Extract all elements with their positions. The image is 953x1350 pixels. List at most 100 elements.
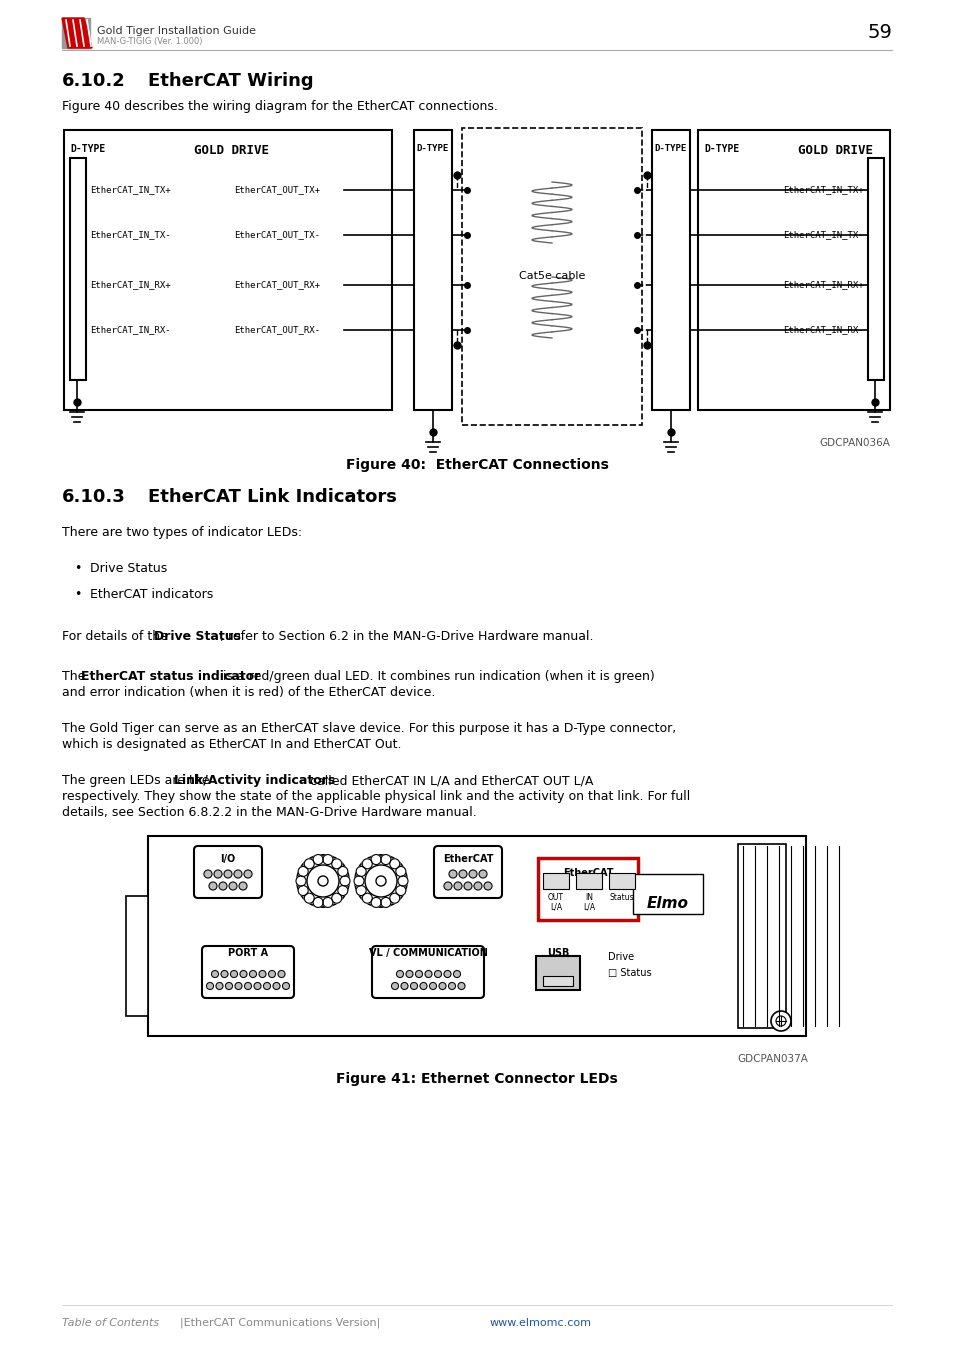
Circle shape xyxy=(253,983,261,990)
Circle shape xyxy=(449,869,456,878)
Polygon shape xyxy=(62,18,90,49)
Text: I/O: I/O xyxy=(220,855,235,864)
Bar xyxy=(867,158,883,379)
Circle shape xyxy=(380,898,391,907)
Text: EtherCAT_IN_TX-: EtherCAT_IN_TX- xyxy=(90,231,171,239)
Text: www.elmomc.com: www.elmomc.com xyxy=(490,1318,592,1328)
Circle shape xyxy=(375,876,386,886)
Bar xyxy=(542,873,568,890)
Text: EtherCAT_OUT_TX+: EtherCAT_OUT_TX+ xyxy=(233,185,319,194)
Text: EtherCAT_IN_RX-: EtherCAT_IN_RX- xyxy=(90,325,171,335)
Bar xyxy=(64,130,392,410)
Text: D-TYPE: D-TYPE xyxy=(70,144,105,154)
Text: PORT A: PORT A xyxy=(228,948,268,958)
Bar xyxy=(461,128,641,425)
Circle shape xyxy=(233,869,242,878)
Text: USB: USB xyxy=(546,948,569,958)
Bar xyxy=(698,130,889,410)
Text: D-TYPE: D-TYPE xyxy=(416,144,448,153)
Text: Elmo: Elmo xyxy=(646,896,688,911)
Circle shape xyxy=(483,882,492,890)
Text: respectively. They show the state of the applicable physical link and the activi: respectively. They show the state of the… xyxy=(62,790,690,803)
Circle shape xyxy=(215,983,223,990)
Circle shape xyxy=(463,882,472,890)
Text: L/A: L/A xyxy=(582,903,595,913)
Circle shape xyxy=(268,971,275,977)
Text: EtherCAT indicators: EtherCAT indicators xyxy=(90,589,213,601)
Circle shape xyxy=(209,882,216,890)
Bar xyxy=(126,896,148,1017)
Circle shape xyxy=(322,898,333,907)
Polygon shape xyxy=(62,18,91,49)
Circle shape xyxy=(337,867,348,876)
Circle shape xyxy=(454,882,461,890)
Circle shape xyxy=(244,983,252,990)
Text: L/A: L/A xyxy=(549,903,561,913)
Circle shape xyxy=(224,869,232,878)
Text: Drive Status: Drive Status xyxy=(154,630,241,643)
Circle shape xyxy=(212,971,218,977)
Circle shape xyxy=(443,971,451,977)
Bar xyxy=(738,844,785,1027)
Text: For details of the: For details of the xyxy=(62,630,172,643)
Text: GDCPAN037A: GDCPAN037A xyxy=(737,1054,807,1064)
Circle shape xyxy=(355,867,366,876)
Circle shape xyxy=(244,869,252,878)
Circle shape xyxy=(304,859,314,869)
Text: EtherCAT_IN_TX-: EtherCAT_IN_TX- xyxy=(782,231,863,239)
Circle shape xyxy=(258,971,266,977)
Bar xyxy=(148,836,805,1035)
Circle shape xyxy=(396,971,403,977)
Circle shape xyxy=(304,894,314,903)
Circle shape xyxy=(250,971,256,977)
Circle shape xyxy=(478,869,486,878)
Text: 6.10.2: 6.10.2 xyxy=(62,72,126,90)
Circle shape xyxy=(317,876,328,886)
Text: details, see Section 6.8.2.2 in the MAN-G-Drive Hardware manual.: details, see Section 6.8.2.2 in the MAN-… xyxy=(62,806,476,819)
Text: Link/Activity indicators: Link/Activity indicators xyxy=(173,774,335,787)
Circle shape xyxy=(332,894,341,903)
Bar xyxy=(537,859,638,919)
Bar xyxy=(536,956,579,990)
Text: Cat5e cable: Cat5e cable xyxy=(518,271,584,281)
Circle shape xyxy=(416,971,422,977)
Circle shape xyxy=(438,983,446,990)
Circle shape xyxy=(332,859,341,869)
Text: GOLD DRIVE: GOLD DRIVE xyxy=(193,144,269,157)
Circle shape xyxy=(295,876,306,886)
Circle shape xyxy=(219,882,227,890)
Text: Figure 41: Ethernet Connector LEDs: Figure 41: Ethernet Connector LEDs xyxy=(335,1072,618,1085)
Text: EtherCAT_IN_TX+: EtherCAT_IN_TX+ xyxy=(90,185,171,194)
Circle shape xyxy=(277,971,285,977)
Circle shape xyxy=(469,869,476,878)
Text: H: H xyxy=(318,855,327,864)
Text: EtherCAT: EtherCAT xyxy=(442,855,493,864)
Text: Gold Tiger Installation Guide: Gold Tiger Installation Guide xyxy=(97,26,255,36)
Text: MAN-G-TIGIG (Ver. 1.000): MAN-G-TIGIG (Ver. 1.000) xyxy=(97,36,202,46)
Text: The green LEDs are the: The green LEDs are the xyxy=(62,774,213,787)
Circle shape xyxy=(453,971,460,977)
Circle shape xyxy=(322,855,333,864)
Circle shape xyxy=(390,894,399,903)
Circle shape xyxy=(234,983,242,990)
Bar xyxy=(542,976,573,986)
Circle shape xyxy=(362,859,372,869)
Bar xyxy=(414,130,452,410)
Text: Table of Contents: Table of Contents xyxy=(62,1318,159,1328)
Text: EtherCAT_IN_RX+: EtherCAT_IN_RX+ xyxy=(782,281,863,289)
Text: Drive Status: Drive Status xyxy=(90,562,167,575)
Text: which is designated as EtherCAT In and EtherCAT Out.: which is designated as EtherCAT In and E… xyxy=(62,738,401,751)
Text: IN: IN xyxy=(584,892,593,902)
Circle shape xyxy=(313,855,323,864)
Bar xyxy=(70,158,86,379)
Circle shape xyxy=(225,983,233,990)
Text: EtherCAT_IN_TX+: EtherCAT_IN_TX+ xyxy=(782,185,863,194)
Bar xyxy=(633,873,702,914)
Circle shape xyxy=(397,876,408,886)
Circle shape xyxy=(395,867,405,876)
Circle shape xyxy=(391,983,398,990)
Circle shape xyxy=(354,876,364,886)
Text: EtherCAT_IN_RX-: EtherCAT_IN_RX- xyxy=(782,325,863,335)
Circle shape xyxy=(406,971,413,977)
Text: D-TYPE: D-TYPE xyxy=(703,144,739,154)
